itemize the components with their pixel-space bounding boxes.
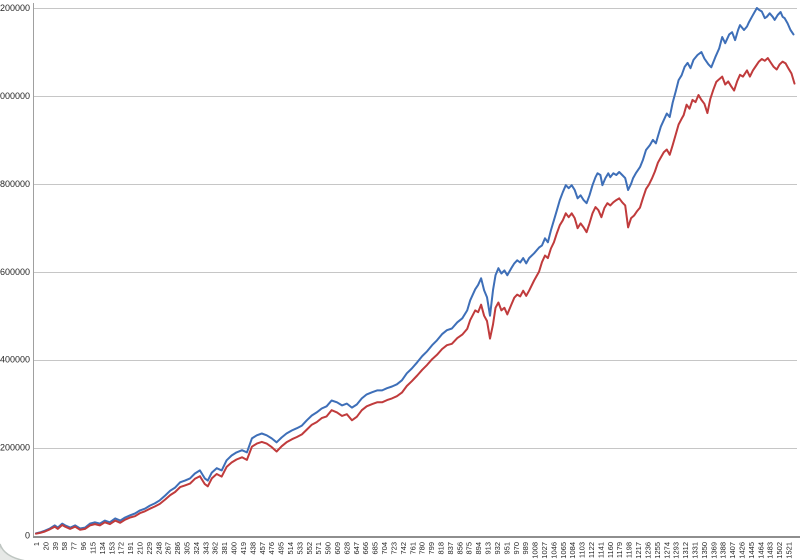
x-tick-label: 20 — [41, 542, 50, 550]
x-tick-label: 951 — [502, 542, 511, 555]
x-tick-label: 1027 — [540, 542, 549, 559]
y-tick-label: 400000 — [0, 355, 30, 365]
x-tick-label: 533 — [295, 542, 304, 555]
x-tick-label: 362 — [211, 542, 220, 555]
x-tick-label: 1255 — [653, 542, 662, 559]
x-tick-label: 1388 — [719, 542, 728, 559]
y-tick-label: 600000 — [0, 267, 30, 277]
x-tick-label: 856 — [455, 542, 464, 555]
x-tick-label: 305 — [183, 542, 192, 555]
x-tick-label: 818 — [437, 542, 446, 555]
series-2-line — [35, 57, 796, 535]
x-tick-label: 58 — [60, 542, 69, 550]
x-tick-label: 1217 — [634, 542, 643, 559]
x-tick-label: 571 — [314, 542, 323, 555]
x-tick-label: 438 — [248, 542, 257, 555]
series-lines — [35, 7, 796, 535]
x-tick-label: 913 — [484, 542, 493, 555]
x-tick-label: 495 — [277, 542, 286, 555]
x-tick-label: 647 — [352, 542, 361, 555]
x-tick-label: 1065 — [559, 542, 568, 559]
x-tick-label: 1464 — [756, 542, 765, 559]
x-tick-label: 1 — [32, 542, 41, 546]
x-tick-label: 1160 — [606, 542, 615, 558]
x-tick-label: 780 — [418, 542, 427, 555]
x-tick-label: 1426 — [738, 542, 747, 559]
x-tick-label: 609 — [333, 542, 342, 555]
y-tick-label: 0 — [25, 531, 30, 541]
x-tick-label: 77 — [70, 542, 79, 550]
x-tick-label: 1407 — [728, 542, 737, 559]
x-tick-label: 742 — [399, 542, 408, 555]
x-tick-label: 248 — [154, 542, 163, 555]
x-tick-label: 1483 — [766, 542, 775, 559]
x-tick-label: 685 — [371, 542, 380, 555]
x-tick-label: 1046 — [549, 542, 558, 559]
x-tick-label: 191 — [126, 542, 135, 555]
y-tick-label: 200000 — [0, 443, 30, 453]
window-corner-artifact — [0, 543, 25, 560]
x-tick-label: 286 — [173, 542, 182, 555]
x-tick-label: 970 — [512, 542, 521, 555]
x-tick-label: 343 — [201, 542, 210, 555]
x-tick-label: 381 — [220, 542, 229, 555]
y-tick-label: 1200000 — [0, 3, 30, 13]
x-tick-label: 514 — [286, 542, 295, 555]
y-tick-label: 1000000 — [0, 91, 30, 101]
x-tick-label: 1502 — [775, 542, 784, 559]
x-tick-label: 419 — [239, 542, 248, 555]
x-tick-label: 989 — [521, 542, 530, 555]
x-tick-label: 172 — [117, 542, 126, 555]
x-axis-labels: 1 20 39 58 77 96 115 134 153 172 191 210 229 248 267 28… — [32, 542, 794, 559]
x-tick-label: 799 — [427, 542, 436, 555]
x-tick-label: 761 — [408, 542, 417, 555]
y-tick-label: 800000 — [0, 179, 30, 189]
x-tick-label: 1236 — [643, 542, 652, 559]
x-tick-label: 210 — [135, 542, 144, 555]
x-tick-label: 1521 — [785, 542, 794, 559]
x-tick-label: 1369 — [709, 542, 718, 559]
gridlines — [33, 8, 797, 449]
x-tick-label: 1008 — [531, 542, 540, 559]
y-axis-labels: 0 200000 400000 600000 800000 1000000 1200000 — [0, 3, 30, 541]
x-tick-label: 457 — [258, 542, 267, 555]
x-tick-label: 476 — [267, 542, 276, 555]
x-tick-label: 1179 — [615, 542, 624, 558]
x-tick-label: 552 — [305, 542, 314, 555]
x-tick-label: 134 — [98, 542, 107, 555]
x-tick-label: 875 — [465, 542, 474, 555]
x-tick-label: 704 — [380, 542, 389, 555]
x-tick-label: 229 — [145, 542, 154, 555]
x-tick-label: 723 — [389, 542, 398, 555]
x-tick-label: 267 — [164, 542, 173, 555]
x-tick-label: 1141 — [596, 542, 605, 558]
x-tick-label: 666 — [361, 542, 370, 555]
x-tick-label: 115 — [88, 542, 97, 554]
x-tick-label: 894 — [474, 542, 483, 555]
series-1-line — [35, 7, 795, 535]
x-tick-label: 1274 — [662, 542, 671, 559]
x-tick-label: 400 — [230, 542, 239, 555]
x-tick-label: 39 — [51, 542, 60, 550]
x-tick-label: 1122 — [587, 542, 596, 558]
x-tick-label: 1103 — [578, 542, 587, 558]
x-tick-label: 1350 — [700, 542, 709, 559]
x-tick-label: 96 — [79, 542, 88, 550]
x-tick-label: 837 — [446, 542, 455, 555]
x-tick-label: 1084 — [568, 542, 577, 559]
x-tick-label: 1445 — [747, 542, 756, 559]
x-tick-label: 1312 — [681, 542, 690, 559]
x-tick-label: 932 — [493, 542, 502, 555]
x-tick-label: 628 — [342, 542, 351, 555]
x-tick-label: 1293 — [672, 542, 681, 559]
x-tick-label: 590 — [324, 542, 333, 555]
x-tick-label: 324 — [192, 542, 201, 555]
x-tick-label: 1331 — [690, 542, 699, 559]
x-tick-label: 153 — [107, 542, 116, 555]
x-tick-label: 1198 — [625, 542, 634, 558]
